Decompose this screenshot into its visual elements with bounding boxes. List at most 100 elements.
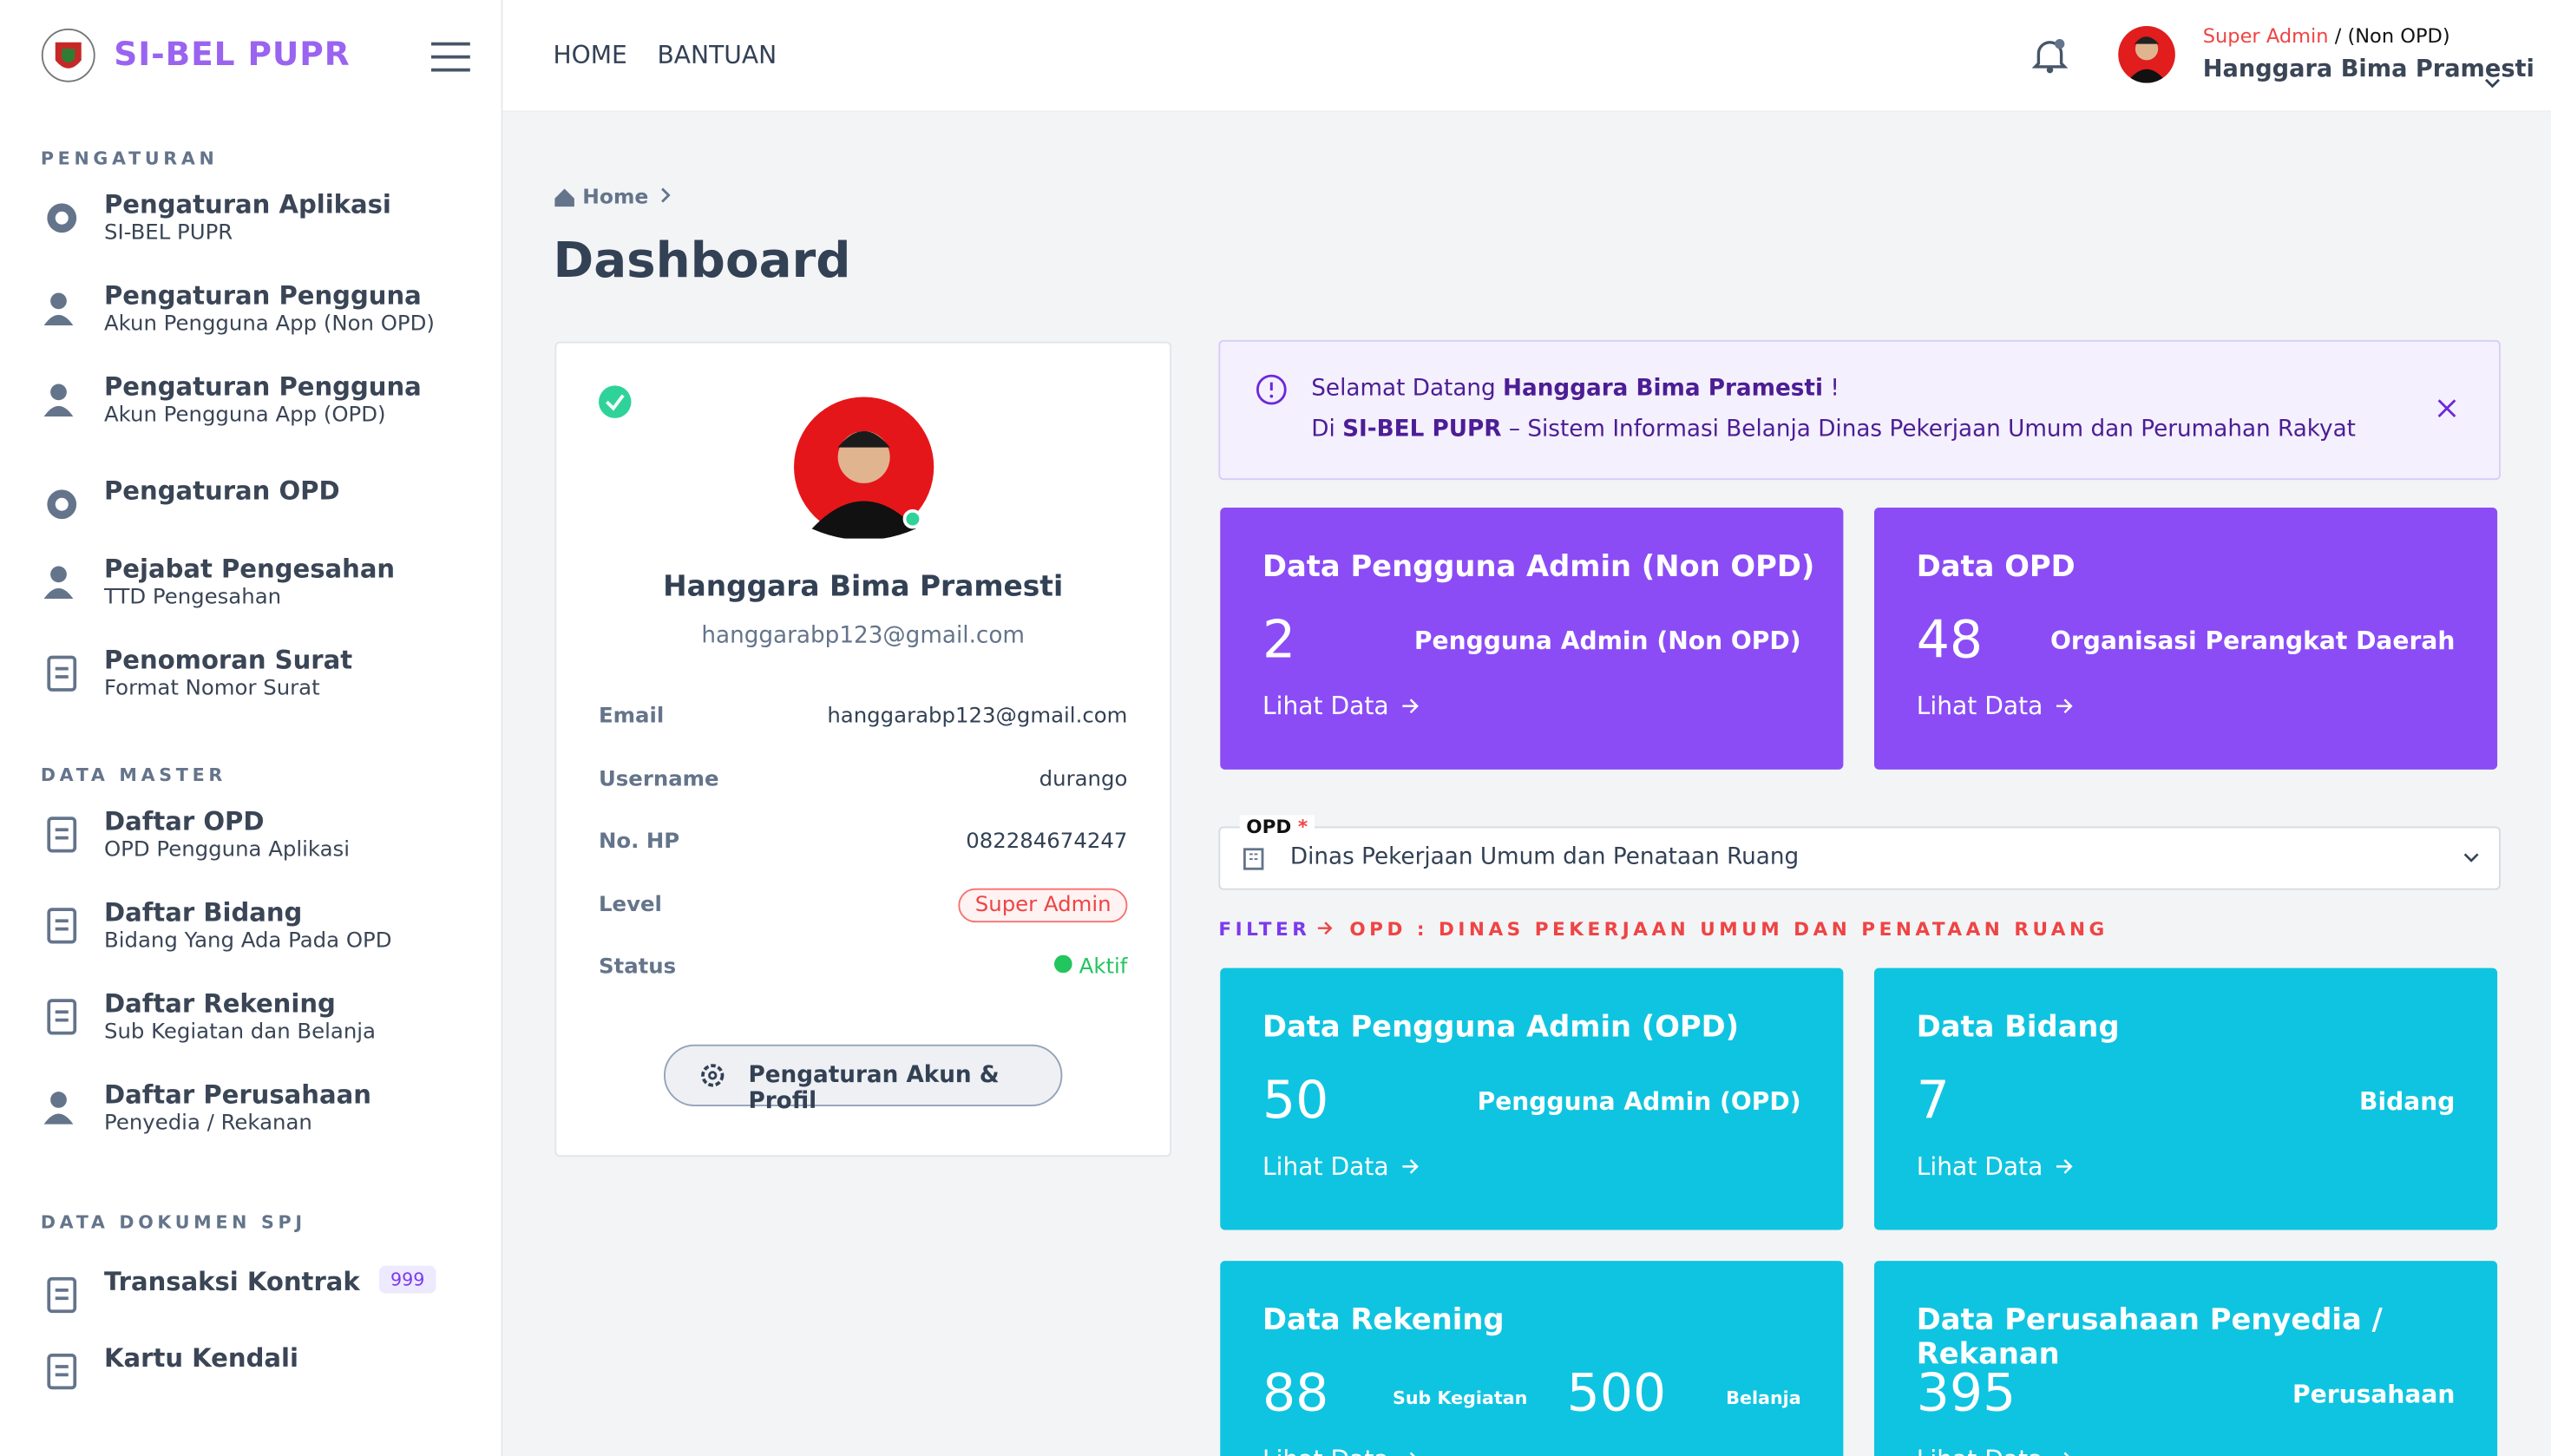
close[interactable] [2437, 398, 2457, 424]
card-caption: Perusahaan [2292, 1380, 2456, 1409]
menu-title: Daftar Rekening [104, 989, 336, 1019]
menu-subtitle: Bidang Yang Ada Pada OPD [104, 928, 392, 954]
app-name: SI-BEL PUPR [1342, 416, 1502, 443]
menu-item[interactable]: Transaksi Kontrak 999 [41, 1265, 480, 1340]
card-number: 2 [1262, 608, 1296, 671]
opd-select[interactable]: Dinas Pekerjaan Umum dan Penataan Ruang [1218, 826, 2501, 890]
dropdown-caret [2484, 65, 2501, 96]
menu-title: Pengaturan Aplikasi [104, 190, 391, 220]
field-label: No. HP [599, 830, 680, 855]
profile-name: Hanggara Bima Pramesti [663, 571, 1064, 604]
avatar-img [2126, 36, 2167, 83]
link-text: Lihat Data [1262, 1151, 1389, 1182]
card-link[interactable]: Lihat Data [1917, 692, 2074, 721]
arrow [2056, 1159, 2073, 1174]
stat-card: Data Perusahaan Penyedia / Rekanan 395 Per… [1874, 1261, 2498, 1456]
card-link[interactable]: Lihat Data [1262, 1151, 1420, 1182]
home-icon [554, 188, 574, 207]
arrow [1316, 921, 1332, 935]
user-name[interactable]: Hanggara Bima Pramesti [2202, 56, 2535, 83]
menu-item[interactable]: Daftar Perusahaan Penyedia / Rekanan [41, 1080, 480, 1152]
icon [47, 1354, 77, 1390]
menu-subtitle: Akun Pengguna App (OPD) [104, 403, 386, 429]
field-label: Status [599, 954, 677, 980]
card-number: 7 [1916, 1068, 1950, 1131]
menu-subtitle: OPD Pengguna Aplikasi [104, 837, 351, 862]
logo [41, 28, 96, 83]
filter-line: FILTER OPD : DINAS PEKERJAAN UMUM DAN PEN… [1218, 918, 2108, 941]
icon [43, 292, 74, 325]
notification[interactable] [2031, 36, 2069, 82]
card-link[interactable]: Lihat Data [1916, 1151, 2074, 1182]
arrow [2056, 698, 2073, 714]
menu-title: Penomoran Surat [104, 646, 353, 676]
card-title: Data Pengguna Admin (Non OPD) [1262, 549, 1815, 585]
welcome-alert: Selamat Datang Hanggara Bima Pramesti ! D… [1218, 339, 2501, 481]
menu-title: Pengaturan OPD [104, 476, 340, 507]
select-value: Dinas Pekerjaan Umum dan Penataan Ruang [1289, 844, 1800, 871]
close-icon [2437, 399, 2456, 417]
alert-line: Selamat Datang Hanggara Bima Pramesti ! [1311, 376, 1839, 402]
card-caption: Bidang [2359, 1086, 2456, 1117]
menu-subtitle: Format Nomor Surat [104, 677, 320, 702]
profile-photo [794, 397, 934, 541]
menu-item[interactable]: Pengaturan OPD [41, 476, 480, 548]
nav-link[interactable]: BANTUAN [657, 40, 777, 70]
menu-item[interactable]: Daftar OPD OPD Pengguna Aplikasi [41, 807, 480, 879]
card-link[interactable]: Lihat Data [1262, 1445, 1420, 1456]
card-number: 48 [1916, 608, 1984, 671]
menu-item[interactable]: Kartu Kendali [41, 1344, 480, 1416]
user-name: Hanggara Bima Pramesti [1503, 376, 1823, 403]
menu-item[interactable]: Pejabat Pengesahan TTD Pengesahan [41, 554, 480, 626]
scope: / (Non OPD) [2334, 24, 2450, 48]
filter-value: OPD : DINAS PEKERJAAN UMUM DAN PENATAAN … [1349, 917, 2108, 941]
menu-item[interactable]: Penomoran Surat Format Nomor Surat [41, 646, 480, 718]
info-icon [1256, 374, 1287, 405]
punct: ! [1830, 376, 1839, 403]
profile-avatar [792, 396, 935, 546]
link-text: Lihat Data [1916, 1151, 2043, 1182]
field-value: 082284674247 [966, 830, 1128, 855]
icon [47, 817, 77, 853]
card-link[interactable]: Lihat Data [1917, 1445, 2074, 1456]
prefix: Di [1311, 416, 1335, 443]
menu-toggle[interactable] [430, 41, 470, 74]
menu-title: Daftar OPD [104, 807, 265, 836]
card-link[interactable]: Lihat Data [1262, 692, 1420, 721]
card-number: 395 [1916, 1361, 2017, 1424]
menu-item[interactable]: Pengaturan Aplikasi SI-BEL PUPR [41, 190, 480, 262]
settings-button[interactable]: Pengaturan Akun & Profil [664, 1044, 1063, 1114]
page-title: Dashboard [553, 233, 851, 290]
card-number: 88 [1262, 1361, 1329, 1424]
menu-item[interactable]: Daftar Bidang Bidang Yang Ada Pada OPD [41, 898, 480, 970]
link-text: Lihat Data [1262, 691, 1389, 721]
field-label: Username [599, 767, 719, 792]
menu-subtitle: Akun Pengguna App (Non OPD) [104, 312, 435, 338]
arrow [1409, 1452, 1415, 1456]
field-label: Level [599, 892, 662, 917]
nav-link[interactable]: HOME [553, 40, 627, 70]
menu-title: Kartu Kendali [104, 1343, 298, 1374]
menu-title: Pengaturan Pengguna [104, 372, 422, 403]
field-value: Aktif [1054, 954, 1127, 980]
icon [47, 489, 77, 520]
arrow [2062, 1452, 2069, 1456]
menu-subtitle: Sub Kegiatan dan Belanja [104, 1020, 376, 1045]
link-text: Lihat Data [1916, 691, 2043, 721]
menu-item[interactable]: Daftar Rekening Sub Kegiatan dan Belanja [41, 989, 480, 1061]
breadcrumb[interactable]: Home [582, 183, 649, 208]
menu-title: Pejabat Pengesahan [104, 554, 396, 585]
link-text: Lihat Data [1262, 1445, 1389, 1456]
section-title: PENGATURAN [40, 148, 219, 169]
menu-item[interactable]: Pengaturan Pengguna Akun Pengguna App (OP… [41, 372, 480, 444]
greeting: Selamat Datang [1311, 376, 1496, 403]
card-caption: Pengguna Admin (OPD) [1477, 1086, 1801, 1117]
bell [2031, 39, 2069, 74]
menu-title: Daftar Bidang [104, 898, 303, 928]
card-caption: Sub Kegiatan [1393, 1387, 1528, 1409]
icon [47, 203, 77, 233]
menu-item[interactable]: Pengaturan Pengguna Akun Pengguna App (No… [41, 281, 480, 353]
menu-subtitle: TTD Pengesahan [104, 586, 282, 611]
caret [2463, 853, 2479, 862]
